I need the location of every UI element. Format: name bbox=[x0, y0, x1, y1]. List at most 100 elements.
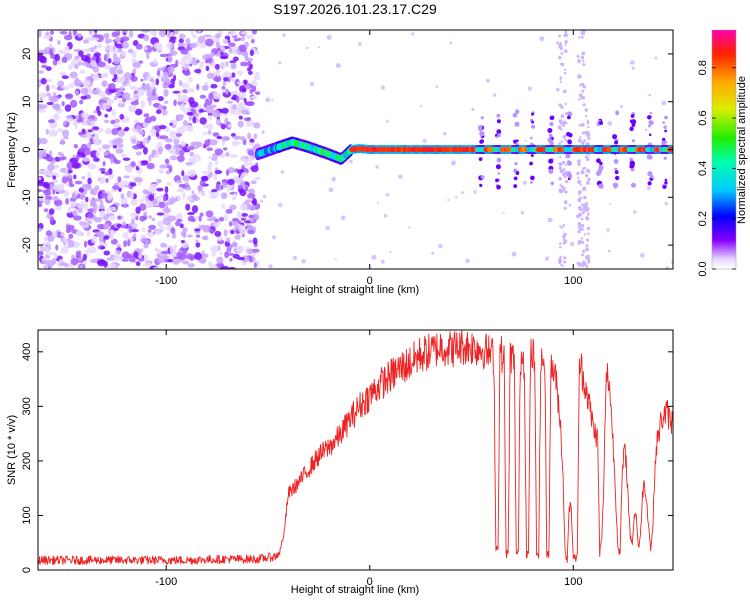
noise-blob bbox=[160, 76, 170, 83]
streak-blob bbox=[587, 232, 590, 236]
noise-blob bbox=[568, 203, 572, 207]
noise-blob bbox=[115, 91, 122, 97]
spectrogram-y-tick-label: 0 bbox=[21, 146, 33, 152]
noise-blob bbox=[176, 218, 183, 223]
noise-blob bbox=[52, 196, 59, 201]
pulse-blob bbox=[629, 160, 635, 166]
noise-blob bbox=[48, 129, 58, 137]
pulse-blob bbox=[515, 171, 520, 176]
noise-blob bbox=[175, 221, 181, 227]
streak-blob bbox=[578, 36, 581, 39]
noise-blob bbox=[156, 178, 162, 184]
noise-blob bbox=[134, 90, 138, 94]
noise-blob bbox=[349, 159, 353, 164]
noise-blob bbox=[53, 253, 58, 260]
noise-blob bbox=[114, 95, 118, 101]
pulse-blob bbox=[613, 159, 619, 164]
pulse-blob bbox=[664, 115, 668, 120]
noise-blob bbox=[110, 49, 118, 54]
noise-blob bbox=[247, 149, 255, 156]
pulse-blob bbox=[614, 167, 618, 172]
noise-blob bbox=[139, 203, 147, 211]
noise-blob bbox=[230, 30, 236, 37]
noise-blob bbox=[455, 196, 458, 199]
noise-blob bbox=[111, 108, 116, 117]
noise-blob bbox=[245, 84, 251, 91]
noise-blob bbox=[94, 185, 100, 191]
noise-blob bbox=[232, 135, 241, 139]
streak-blob bbox=[586, 181, 590, 185]
noise-blob bbox=[39, 97, 43, 103]
noise-blob bbox=[199, 61, 204, 68]
noise-blob bbox=[186, 88, 195, 93]
noise-blob bbox=[126, 97, 131, 101]
noise-blob bbox=[282, 33, 286, 37]
noise-blob bbox=[124, 126, 130, 131]
noise-blob bbox=[193, 141, 200, 150]
streak-blob bbox=[559, 225, 562, 228]
snr-x-tick-label: 100 bbox=[564, 576, 582, 588]
noise-blob bbox=[60, 231, 65, 237]
noise-blob bbox=[82, 253, 87, 261]
pulse-blob bbox=[548, 168, 554, 174]
noise-blob bbox=[232, 221, 239, 227]
noise-blob bbox=[74, 63, 79, 70]
pulse-blob bbox=[599, 161, 603, 166]
noise-blob bbox=[104, 171, 110, 176]
streak-blob bbox=[585, 244, 589, 248]
noise-blob bbox=[646, 186, 651, 191]
noise-blob bbox=[215, 41, 221, 49]
noise-blob bbox=[247, 229, 255, 235]
streak-blob bbox=[580, 217, 584, 221]
noise-blob bbox=[74, 55, 80, 61]
noise-blob bbox=[334, 258, 337, 261]
noise-blob bbox=[117, 129, 125, 137]
streak-blob bbox=[578, 84, 582, 87]
noise-blob bbox=[200, 175, 209, 182]
noise-blob bbox=[103, 250, 111, 256]
noise-blob bbox=[102, 161, 106, 167]
noise-blob bbox=[93, 198, 102, 202]
noise-blob bbox=[249, 49, 254, 57]
noise-blob bbox=[64, 45, 70, 52]
streak-blob bbox=[557, 125, 562, 130]
noise-blob bbox=[109, 83, 116, 90]
noise-blob bbox=[75, 230, 83, 237]
noise-blob bbox=[73, 79, 82, 87]
noise-blob bbox=[221, 86, 226, 90]
noise-blob bbox=[146, 83, 151, 91]
noise-blob bbox=[50, 96, 59, 103]
noise-blob bbox=[52, 189, 56, 195]
noise-blob bbox=[197, 30, 201, 33]
noise-blob bbox=[56, 128, 64, 133]
colorbar-frame bbox=[711, 29, 737, 270]
pulse-blob bbox=[549, 121, 554, 127]
streak-blob bbox=[578, 93, 583, 98]
streak-blob bbox=[578, 123, 582, 127]
noise-blob bbox=[209, 264, 213, 269]
noise-blob bbox=[38, 227, 43, 232]
streak-blob bbox=[580, 240, 585, 244]
noise-blob bbox=[128, 225, 132, 234]
noise-blob bbox=[241, 155, 246, 162]
noise-blob bbox=[66, 161, 74, 170]
streak-blob bbox=[584, 209, 588, 213]
noise-blob bbox=[146, 232, 155, 238]
noise-blob bbox=[255, 210, 260, 215]
pulse-blob bbox=[547, 128, 553, 133]
noise-blob bbox=[250, 165, 259, 173]
noise-blob bbox=[188, 115, 192, 122]
noise-blob bbox=[80, 192, 85, 201]
pulse-blob bbox=[647, 171, 653, 177]
streak-blob bbox=[562, 160, 566, 165]
noise-blob bbox=[182, 120, 189, 127]
noise-blob bbox=[50, 216, 55, 224]
noise-blob bbox=[199, 117, 207, 125]
noise-blob bbox=[74, 123, 78, 130]
noise-blob bbox=[245, 186, 249, 192]
noise-blob bbox=[184, 186, 192, 191]
noise-blob bbox=[111, 31, 119, 38]
streak-blob bbox=[578, 138, 582, 143]
noise-blob bbox=[117, 176, 122, 183]
pulse-blob bbox=[631, 139, 636, 143]
